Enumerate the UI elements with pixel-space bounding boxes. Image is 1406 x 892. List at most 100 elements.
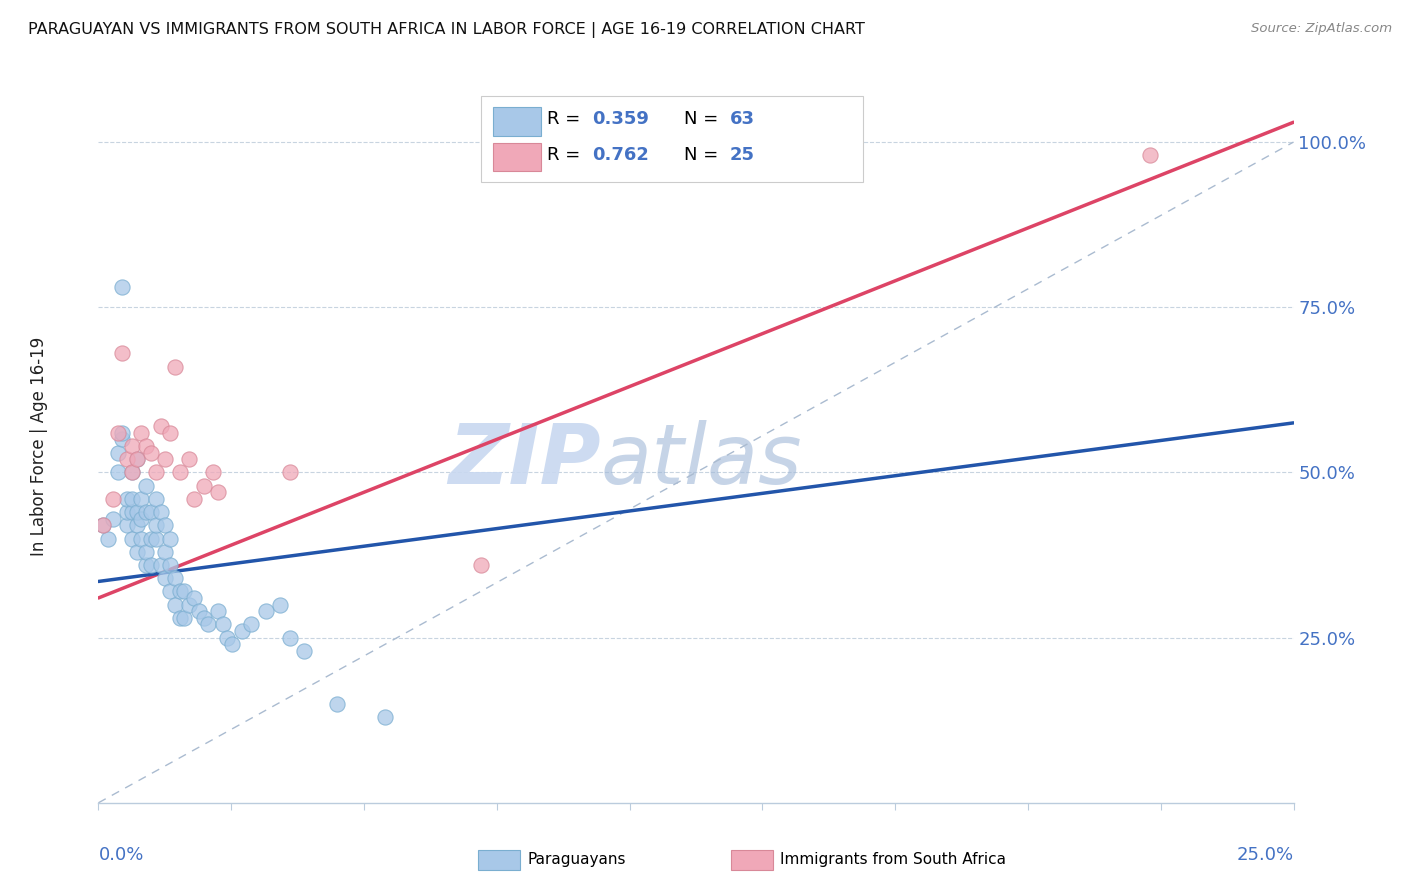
Point — [207, 604, 229, 618]
Point — [155, 518, 177, 533]
Point — [179, 452, 201, 467]
Text: 0.0%: 0.0% — [98, 846, 143, 863]
Text: Paraguayans: Paraguayans — [527, 853, 626, 867]
Text: R =: R = — [547, 111, 585, 128]
Text: atlas: atlas — [600, 420, 801, 500]
Point — [121, 466, 143, 480]
Point — [121, 491, 143, 506]
Point — [292, 644, 315, 658]
Point — [139, 445, 162, 459]
Point — [121, 439, 143, 453]
Point — [183, 491, 205, 506]
Point — [135, 545, 157, 559]
Point — [169, 611, 191, 625]
Point — [107, 445, 129, 459]
Point — [125, 545, 148, 559]
Point — [193, 611, 215, 625]
Text: 0.762: 0.762 — [592, 146, 650, 164]
Point — [111, 346, 134, 360]
Point — [159, 425, 181, 440]
Point — [91, 518, 114, 533]
Text: R =: R = — [547, 146, 585, 164]
Text: 0.359: 0.359 — [592, 111, 650, 128]
Point — [121, 505, 143, 519]
Text: ZIP: ZIP — [447, 420, 600, 500]
Point — [91, 518, 114, 533]
Point — [187, 604, 209, 618]
Point — [1139, 148, 1161, 162]
Point — [145, 532, 167, 546]
Text: 63: 63 — [730, 111, 755, 128]
Point — [131, 425, 153, 440]
Point — [159, 532, 181, 546]
Point — [278, 466, 301, 480]
Point — [145, 518, 167, 533]
Text: Source: ZipAtlas.com: Source: ZipAtlas.com — [1251, 22, 1392, 36]
Point — [125, 505, 148, 519]
Point — [149, 558, 172, 572]
Point — [135, 439, 157, 453]
Point — [211, 617, 233, 632]
Point — [139, 532, 162, 546]
Text: 25.0%: 25.0% — [1236, 846, 1294, 863]
Point — [183, 591, 205, 605]
Point — [159, 584, 181, 599]
Point — [169, 584, 191, 599]
Point — [278, 631, 301, 645]
Point — [135, 558, 157, 572]
Point — [149, 419, 172, 434]
Point — [131, 532, 153, 546]
Point — [145, 491, 167, 506]
Point — [135, 478, 157, 492]
FancyBboxPatch shape — [481, 96, 863, 182]
Point — [111, 425, 134, 440]
Text: 25: 25 — [730, 146, 755, 164]
Point — [97, 532, 120, 546]
Point — [254, 604, 277, 618]
Point — [470, 558, 492, 572]
Point — [197, 617, 219, 632]
Point — [115, 505, 138, 519]
FancyBboxPatch shape — [494, 143, 540, 171]
Point — [125, 452, 148, 467]
Point — [139, 505, 162, 519]
Point — [163, 571, 186, 585]
Point — [125, 518, 148, 533]
Point — [163, 598, 186, 612]
Point — [145, 466, 167, 480]
Text: PARAGUAYAN VS IMMIGRANTS FROM SOUTH AFRICA IN LABOR FORCE | AGE 16-19 CORRELATIO: PARAGUAYAN VS IMMIGRANTS FROM SOUTH AFRI… — [28, 22, 865, 38]
Point — [135, 505, 157, 519]
Point — [121, 532, 143, 546]
Point — [326, 697, 349, 711]
Point — [139, 558, 162, 572]
Text: Immigrants from South Africa: Immigrants from South Africa — [780, 853, 1007, 867]
Text: N =: N = — [685, 111, 724, 128]
Point — [217, 631, 239, 645]
Point — [374, 710, 396, 724]
Text: N =: N = — [685, 146, 724, 164]
Point — [155, 452, 177, 467]
Point — [163, 359, 186, 374]
Point — [155, 571, 177, 585]
Point — [159, 558, 181, 572]
Point — [107, 425, 129, 440]
Point — [221, 637, 243, 651]
Point — [149, 505, 172, 519]
Point — [179, 598, 201, 612]
Point — [121, 466, 143, 480]
Point — [173, 611, 195, 625]
Point — [202, 466, 225, 480]
Point — [207, 485, 229, 500]
Point — [125, 452, 148, 467]
Point — [115, 452, 138, 467]
Point — [107, 466, 129, 480]
Point — [101, 511, 124, 525]
Point — [111, 433, 134, 447]
Text: In Labor Force | Age 16-19: In Labor Force | Age 16-19 — [30, 336, 48, 556]
Point — [115, 491, 138, 506]
Point — [155, 545, 177, 559]
Point — [111, 280, 134, 294]
Point — [169, 466, 191, 480]
Point — [131, 491, 153, 506]
Point — [173, 584, 195, 599]
